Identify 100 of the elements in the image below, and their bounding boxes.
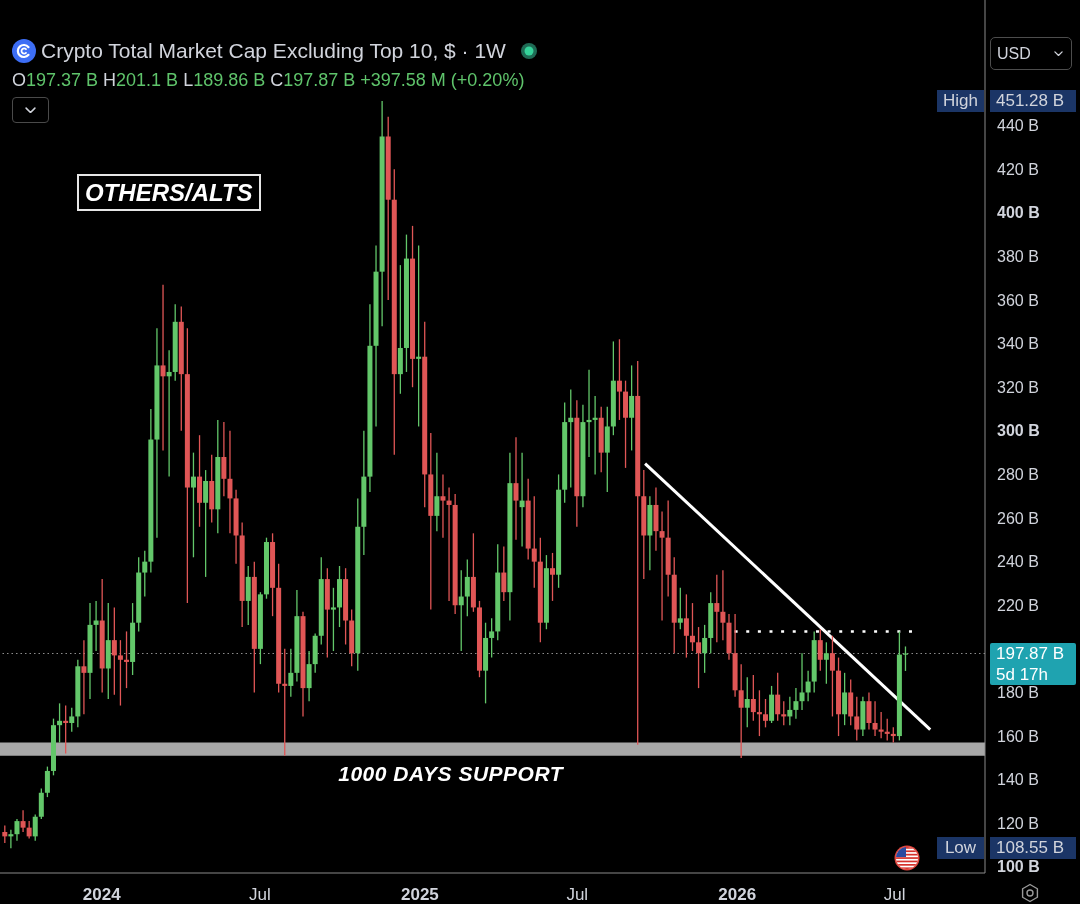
y-tick-label: 160 B [997,727,1039,745]
candlestick [440,473,446,539]
candlestick [744,676,750,728]
candlestick [884,717,890,742]
candlestick [799,652,805,711]
y-tick-label: 280 B [997,465,1039,483]
candlestick [38,787,44,820]
text: 108.55 B [990,837,1076,860]
candlestick [763,698,769,728]
candlestick [32,813,38,842]
candlestick [689,602,695,652]
candlestick [142,550,148,598]
candlestick [416,244,422,428]
candlestick [20,809,26,833]
y-tick-label: 140 B [997,771,1039,789]
candlestick [69,707,75,733]
candlestick [781,700,787,726]
candlestick [616,338,622,421]
candlestick [805,670,811,702]
candlestick [878,711,884,739]
x-tick-label: 2024 [82,885,122,904]
candlestick [702,624,708,674]
y-tick-label: 220 B [997,596,1039,614]
candlestick [221,421,227,497]
currency-dropdown: USD [990,37,1072,70]
candlestick [866,691,872,731]
candlestick [629,364,635,452]
y-tick-label: 340 B [997,335,1039,353]
y-tick-label: 380 B [997,247,1039,265]
candlestick [245,565,251,626]
y-tick-label: 240 B [997,553,1039,571]
candlestick [696,626,702,689]
candlestick [872,700,878,737]
candlestick [854,696,860,742]
y-tick-label: 180 B [997,683,1039,701]
text: 5d 17h [996,663,1049,685]
candlestick [750,674,756,722]
text: 451.28 B [990,89,1076,112]
x-tick-label: 2025 [400,885,439,904]
candlestick [117,639,123,707]
band-label: 1000 DAYS SUPPORT [337,761,565,786]
y-tick-label: 260 B [997,509,1039,527]
candlestick [81,639,87,715]
candlestick [677,587,683,630]
candlestick [44,765,50,798]
y-tick-label: 420 B [997,160,1039,178]
candlestick [531,495,537,589]
candlestick [489,617,495,659]
x-tick-label: Jul [883,885,906,904]
candlestick [793,687,799,720]
candlestick [57,702,63,744]
candlestick [848,678,854,726]
candlestick [203,469,209,578]
candlestick [124,630,130,689]
candlestick [8,829,14,849]
candlestick [446,486,452,602]
candlestick [775,672,781,722]
y-tick-label: 120 B [997,814,1039,832]
candlestick [519,451,525,548]
x-tick-label: Jul [566,885,589,904]
candlestick [829,635,835,718]
candlestick [817,628,823,672]
candlestick [464,558,470,617]
candlestick [756,689,762,737]
annotation: Low [937,837,984,860]
candlestick [63,704,69,755]
y-tick-label: 440 B [997,117,1039,135]
candlestick [166,349,172,478]
text: O197.37 B H201.1 B L189.86 B C197.87 B +397.58 M (+0.20%) [12,70,525,90]
x-tick-label: 2026 [718,885,757,904]
candlestick [501,545,507,602]
candlestick [306,650,312,702]
y-tick-label: 400 B [997,204,1040,222]
candlestick [513,436,519,541]
y-tick-label: 100 B [997,858,1040,876]
candlestick [720,569,726,641]
candlestick [659,510,665,622]
candlestick [738,663,744,759]
x-tick-label: Jul [249,885,271,904]
candlestick [434,451,440,532]
candlestick [282,648,288,757]
candlestick [160,284,166,452]
y-tick-label: 360 B [997,291,1039,309]
candlestick [568,388,574,489]
candlestick [330,587,336,652]
candlestick [592,395,598,476]
candlestick [787,696,793,726]
candlestick [227,430,233,534]
y-tick-label: 300 B [997,422,1040,440]
y-axis-title: USD [997,44,1031,63]
candlestick [288,648,294,698]
candlestick [842,672,848,726]
candlestick [586,369,592,458]
candlestick [93,600,99,652]
ref-line-label: 197.87 B [996,642,1066,664]
candlestick [823,641,829,685]
annotation: High [937,89,984,112]
annotation: OTHERS/ALTS [77,174,261,211]
candlestick [683,593,689,659]
candlestick [550,552,556,602]
